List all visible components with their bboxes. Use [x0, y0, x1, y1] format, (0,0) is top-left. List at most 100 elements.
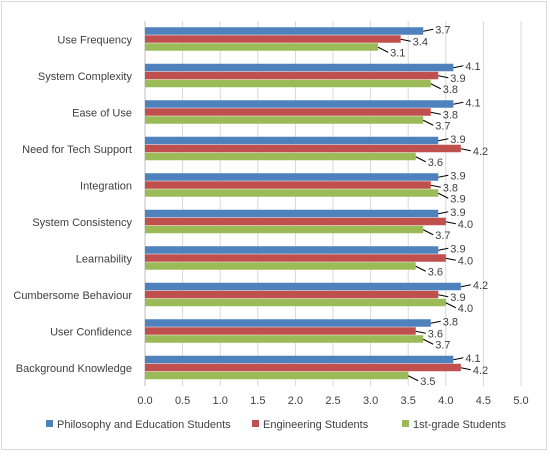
data-label: 4.1 [465, 353, 480, 365]
data-label-leader [423, 229, 434, 236]
data-label: 3.9 [450, 292, 465, 304]
data-label-leader [415, 330, 426, 334]
data-label-leader [460, 284, 471, 288]
data-label: 3.7 [435, 120, 450, 132]
data-label-leader [430, 184, 441, 188]
legend-swatch [46, 420, 53, 427]
x-tick-label: 3.5 [401, 395, 416, 407]
x-tick-label: 2.5 [325, 395, 340, 407]
data-label-leader [423, 338, 434, 345]
legend-label: 1st-grade Students [413, 419, 506, 431]
legend-label: Philosophy and Education Students [57, 419, 231, 431]
x-tick-label: 2.0 [288, 395, 303, 407]
data-label: 3.9 [450, 193, 465, 205]
data-label-leader [438, 75, 449, 79]
data-label-leader [460, 367, 471, 371]
data-label-leader [453, 65, 464, 69]
data-label: 4.0 [458, 303, 473, 315]
data-label-leader [438, 294, 449, 298]
data-label: 4.2 [473, 280, 488, 292]
x-tick-label: 0.0 [137, 395, 152, 407]
category-label: Need for Tech Support [22, 144, 132, 156]
data-label-leader [445, 221, 456, 225]
bars [145, 27, 461, 380]
x-tick-label: 4.0 [438, 395, 453, 407]
bar [145, 152, 416, 161]
data-label: 3.8 [443, 109, 458, 121]
data-label-leader [415, 156, 426, 163]
data-label: 3.8 [443, 182, 458, 194]
x-tick-label: 5.0 [513, 395, 528, 407]
data-label-leader [377, 46, 389, 53]
bar [145, 43, 379, 51]
data-label: 3.5 [420, 376, 435, 388]
data-label-leader [453, 101, 464, 105]
data-label: 3.9 [450, 134, 465, 146]
x-tick-label: 0.5 [175, 395, 190, 407]
data-labels: 3.73.43.14.13.93.84.13.83.73.94.23.63.93… [377, 24, 488, 388]
data-label: 3.4 [413, 36, 428, 48]
data-label-leader [430, 320, 441, 324]
data-label-leader [460, 148, 471, 152]
x-tick-label: 4.5 [476, 395, 491, 407]
data-label-leader [438, 138, 449, 142]
bar [145, 327, 416, 335]
data-label-leader [438, 211, 449, 215]
data-label: 3.7 [435, 230, 450, 242]
legend-label: Engineering Students [263, 419, 369, 431]
bar [145, 181, 431, 189]
bar [145, 371, 409, 380]
data-label: 3.6 [428, 266, 443, 278]
legend-swatch [252, 420, 259, 427]
bar [145, 79, 431, 88]
x-tick-labels: 0.0 0.5 1.0 1.5 2.0 2.5 3.0 3.5 4.0 4.5 5.0 [137, 395, 528, 407]
bar [145, 27, 424, 35]
bar [145, 262, 416, 270]
category-label: System Consistency [32, 217, 132, 229]
category-label: Learnability [76, 253, 133, 265]
data-label: 3.7 [435, 24, 450, 36]
data-label-leader [445, 257, 456, 261]
data-label-leader [438, 192, 449, 199]
bar [145, 173, 439, 181]
category-label: Integration [80, 180, 132, 192]
data-label-leader [453, 357, 464, 361]
bar [145, 63, 454, 72]
bar [145, 189, 439, 197]
bar [145, 217, 446, 226]
bar [145, 136, 439, 145]
data-label: 3.7 [435, 339, 450, 351]
bar [145, 144, 461, 153]
x-tick-label: 1.5 [250, 395, 265, 407]
data-label: 3.9 [450, 73, 465, 85]
bar [145, 100, 454, 108]
category-label: Use Frequency [57, 34, 132, 46]
data-label: 3.9 [450, 207, 465, 219]
data-label-leader [430, 83, 441, 90]
bar [145, 290, 439, 299]
legend-swatch [402, 420, 409, 427]
bar [145, 35, 401, 43]
data-label-leader [400, 38, 411, 42]
category-labels: Use Frequency System Complexity Ease of Us… [13, 34, 132, 375]
data-label: 4.1 [465, 97, 480, 109]
data-label: 3.9 [450, 170, 465, 182]
data-label: 4.0 [458, 219, 473, 231]
data-label-leader [415, 265, 426, 272]
bar [145, 254, 446, 262]
data-label: 4.1 [465, 61, 480, 73]
bar [145, 116, 424, 124]
category-label: Ease of Use [72, 107, 132, 119]
data-label: 4.0 [458, 255, 473, 267]
data-label: 3.6 [428, 157, 443, 169]
data-label: 3.9 [450, 243, 465, 255]
bar [145, 108, 431, 116]
data-label: 3.6 [428, 328, 443, 340]
bar [145, 246, 439, 254]
category-label: User Confidence [50, 326, 132, 338]
bar [145, 355, 454, 364]
bar [145, 225, 424, 234]
data-label: 3.1 [390, 47, 405, 59]
category-label: System Complexity [38, 71, 133, 83]
bar [145, 71, 439, 80]
